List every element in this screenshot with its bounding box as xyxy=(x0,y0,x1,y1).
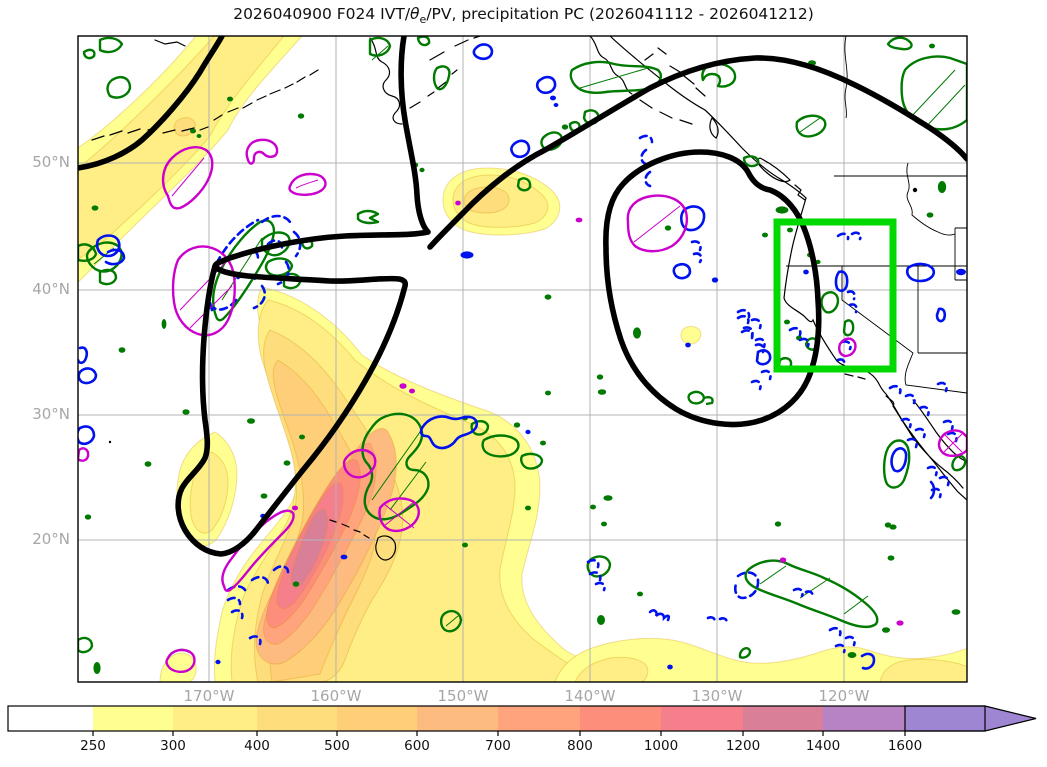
colorbar-tick-label: 600 xyxy=(404,738,430,754)
title-theta: θ xyxy=(410,5,420,23)
colorbar-segment xyxy=(661,706,743,731)
colorbar-segment xyxy=(173,706,257,731)
colorbar-tick-label: 1600 xyxy=(887,738,923,754)
colorbar-tick-label: 800 xyxy=(567,738,593,754)
colorbar-tick-label: 500 xyxy=(324,738,350,754)
colorbar-segment xyxy=(823,706,905,731)
title-prefix: 2026040900 F024 IVT/ xyxy=(233,5,411,23)
colorbar-segment xyxy=(580,706,661,731)
ivt-filled-contours xyxy=(78,36,967,682)
colorbar-tick-label: 1400 xyxy=(805,738,841,754)
colorbar-outline xyxy=(7,705,986,732)
y-tick-label: 30°N xyxy=(32,405,70,423)
y-tick-label: 20°N xyxy=(32,530,70,548)
green-contours xyxy=(78,36,967,674)
x-tick-label: 150°W xyxy=(437,687,489,705)
thick-black-contours xyxy=(78,36,967,557)
colorbar-segment xyxy=(417,706,498,731)
x-tick-label: 130°W xyxy=(691,687,743,705)
y-tick-label: 40°N xyxy=(32,280,70,298)
title-theta-sub: e xyxy=(419,13,427,27)
colorbar-tick-label: 300 xyxy=(160,738,186,754)
colorbar-tick-label: 400 xyxy=(244,738,270,754)
colorbar xyxy=(7,705,1037,736)
green-specks xyxy=(84,43,961,674)
x-tick-label: 120°W xyxy=(818,687,870,705)
colorbar-segment xyxy=(743,706,823,731)
plot-frame xyxy=(77,35,968,683)
x-tick-label: 170°W xyxy=(183,687,235,705)
colorbar-extend-arrow xyxy=(904,705,1037,732)
colorbar-tick-label: 700 xyxy=(485,738,511,754)
colorbar-tick-label: 1000 xyxy=(643,738,679,754)
x-tick-label: 140°W xyxy=(564,687,616,705)
title-suffix: /PV, precipitation PC (2026041112 - 2026… xyxy=(426,5,814,23)
colorbar-segment xyxy=(8,706,93,731)
colorbar-segment xyxy=(498,706,580,731)
colorbar-segment xyxy=(93,706,173,731)
x-tick-label: 160°W xyxy=(310,687,362,705)
target-region-box xyxy=(773,218,897,373)
y-tick-label: 50°N xyxy=(32,153,70,171)
colorbar-tick-label: 1200 xyxy=(725,738,761,754)
colorbar-segment xyxy=(257,706,337,731)
colorbar-tick-label: 250 xyxy=(80,738,106,754)
colorbar-segment xyxy=(337,706,417,731)
chart-title: 2026040900 F024 IVT/θe/PV, precipitation… xyxy=(0,5,1047,26)
